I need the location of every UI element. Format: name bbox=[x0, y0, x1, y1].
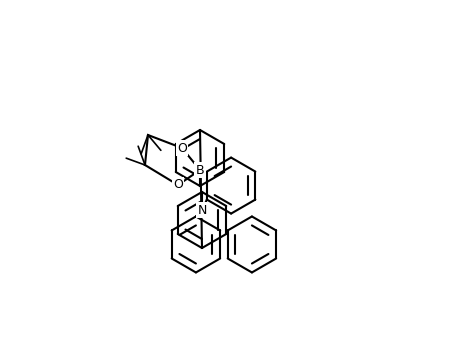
Text: O: O bbox=[177, 141, 187, 155]
Text: B: B bbox=[196, 163, 204, 177]
Text: O: O bbox=[173, 178, 183, 192]
Text: N: N bbox=[197, 204, 207, 216]
